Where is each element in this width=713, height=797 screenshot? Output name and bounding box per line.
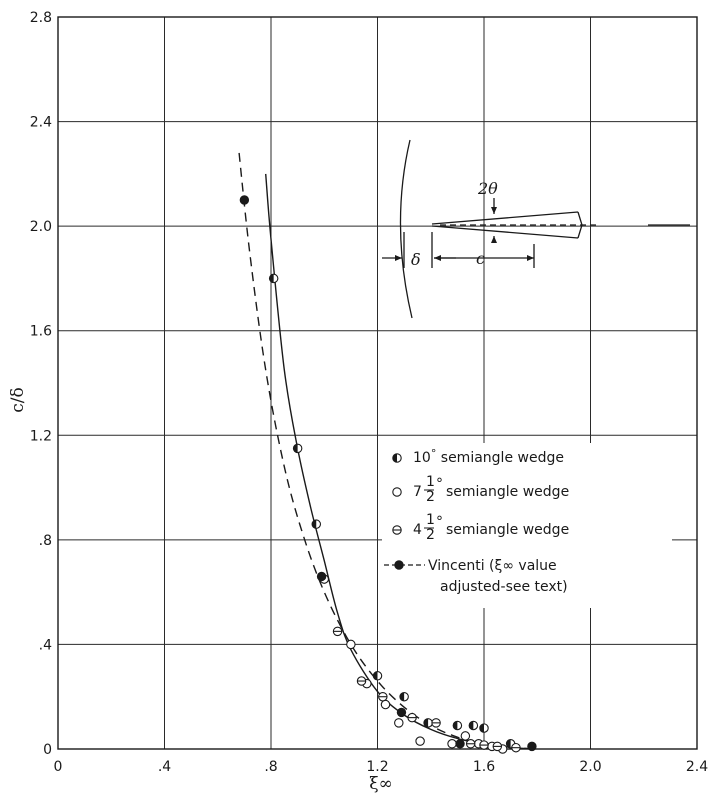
y-tick-label: 2.0 — [30, 219, 52, 235]
legend-background — [382, 443, 672, 608]
data-point-series-3 — [239, 195, 250, 205]
data-points — [239, 195, 537, 754]
y-axis-label: c/δ — [8, 387, 28, 412]
legend-label-4half-rest: semiangle wedge — [446, 522, 569, 538]
x-tick-label: 1.6 — [473, 759, 495, 775]
x-tick-labels: 0 .4 .8 1.2 1.6 2.0 2.4 — [54, 759, 709, 775]
x-tick-label: 2.0 — [579, 759, 601, 775]
y-tick-label: 0 — [43, 742, 52, 758]
y-tick-label: 1.2 — [30, 428, 52, 444]
x-tick-label: 2.4 — [686, 759, 708, 775]
data-point-series-0 — [268, 273, 279, 284]
x-tick-label: .4 — [158, 759, 171, 775]
y-tick-label: 2.8 — [30, 10, 52, 26]
data-point-series-3 — [455, 739, 465, 749]
plot-border — [57, 16, 698, 750]
data-point-series-1 — [415, 736, 425, 746]
legend-marker-series-0 — [392, 453, 402, 463]
legend-label-4half-deg: ° — [436, 514, 443, 530]
data-point-series-0 — [468, 720, 479, 731]
legend-label-4half-den: 2 — [426, 527, 435, 543]
legend-label-vincenti-line2: adjusted-see text) — [440, 579, 568, 595]
y-tick-labels: 0 .4 .8 1.2 1.6 2.0 2.4 2.8 — [30, 10, 52, 758]
legend-label-7half-deg: ° — [436, 476, 443, 492]
data-point-series-1 — [460, 731, 471, 741]
data-point-series-3 — [527, 741, 537, 752]
legend-label-7half-whole: 7 — [413, 484, 422, 500]
legend-label-10deg: 10° semiangle wedge — [413, 447, 564, 466]
plot-frame — [57, 16, 698, 750]
detached-shock-curve — [399, 139, 413, 319]
legend-marker-series-1 — [392, 487, 402, 497]
inset-label-chord: c — [476, 249, 485, 268]
data-point-series-0 — [372, 671, 383, 681]
data-point-series-0 — [423, 718, 433, 728]
data-point-series-0 — [311, 519, 322, 529]
data-point-series-0 — [399, 691, 409, 702]
data-point-series-2 — [492, 741, 503, 752]
legend: 10° semiangle wedge 7 1 2 ° semiangle we… — [382, 443, 672, 608]
legend-label-4half-num: 1 — [426, 512, 435, 528]
legend-label-7half-rest: semiangle wedge — [446, 484, 569, 500]
data-point-series-1 — [447, 739, 457, 749]
y-tick-label: .4 — [39, 637, 52, 653]
data-point-series-2 — [356, 676, 367, 686]
data-point-series-2 — [511, 742, 521, 753]
legend-label-vincenti-line1: Vincenti (ξ∞ value — [428, 558, 557, 574]
data-point-series-3 — [396, 707, 407, 718]
data-point-series-2 — [378, 691, 388, 702]
data-point-series-2 — [431, 718, 441, 728]
legend-label-4half-whole: 4 — [413, 522, 422, 538]
data-point-series-2 — [479, 740, 489, 750]
data-point-series-2 — [407, 712, 417, 723]
x-axis-label: ξ∞ — [369, 774, 393, 794]
x-tick-label: 1.2 — [366, 759, 388, 775]
data-point-series-1 — [394, 718, 404, 728]
data-point-series-1 — [380, 699, 391, 710]
data-point-series-0 — [479, 723, 489, 733]
legend-marker-series-2 — [392, 525, 402, 535]
data-point-series-0 — [452, 720, 463, 731]
data-point-series-1 — [346, 639, 356, 650]
data-point-series-2 — [332, 626, 343, 637]
x-tick-label: .8 — [264, 759, 277, 775]
legend-label-7half-num: 1 — [426, 474, 435, 490]
data-point-series-0 — [292, 443, 303, 454]
grid — [57, 16, 698, 750]
data-point-series-2 — [465, 739, 476, 749]
y-tick-label: 1.6 — [30, 324, 52, 340]
x-tick-label: 0 — [54, 759, 63, 775]
y-tick-label: .8 — [39, 533, 52, 549]
data-point-series-3 — [316, 571, 327, 582]
inset-label-delta: δ — [411, 250, 421, 269]
wedge-inset-diagram — [382, 139, 690, 319]
legend-label-7half-den: 2 — [426, 489, 435, 505]
y-tick-label: 2.4 — [30, 115, 52, 131]
inset-label-angle: 2θ — [477, 179, 498, 198]
